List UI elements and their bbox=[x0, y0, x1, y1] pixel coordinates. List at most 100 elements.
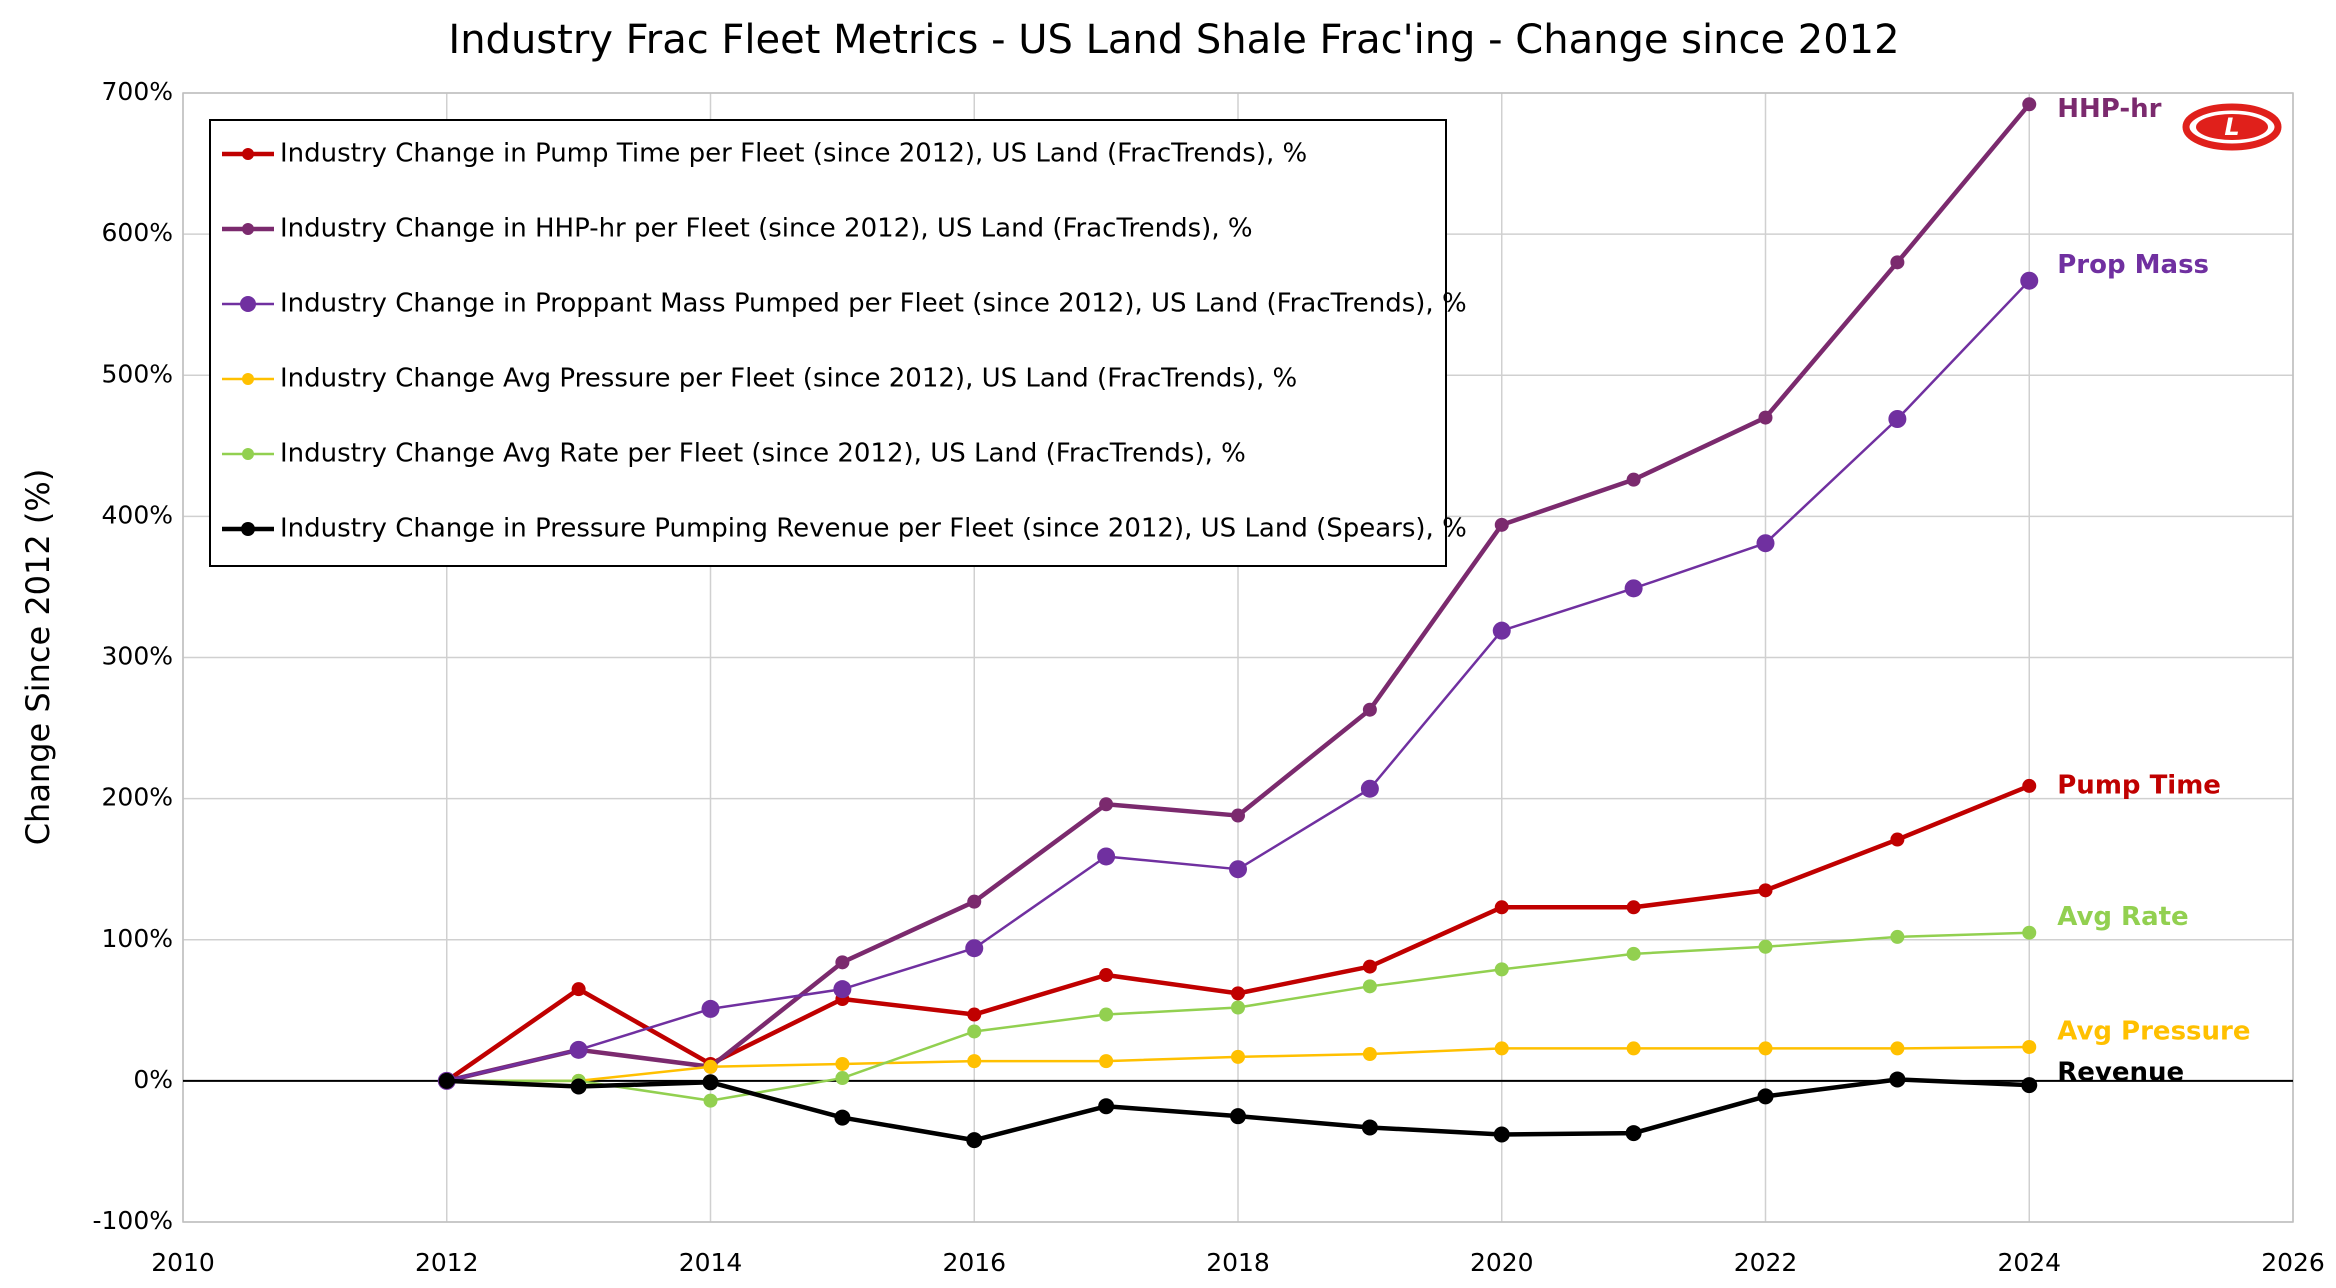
data-point bbox=[1758, 939, 1773, 954]
data-point bbox=[1626, 900, 1641, 915]
chart-title: Industry Frac Fleet Metrics - US Land Sh… bbox=[448, 17, 1899, 63]
data-point bbox=[1758, 410, 1773, 425]
x-tick-label: 2016 bbox=[942, 1248, 1006, 1277]
legend-marker bbox=[240, 296, 256, 312]
legend-text: Industry Change Avg Pressure per Fleet (… bbox=[280, 364, 1297, 394]
data-point bbox=[967, 1007, 982, 1022]
data-point bbox=[1360, 779, 1379, 798]
data-point bbox=[1757, 1088, 1774, 1105]
data-point bbox=[1890, 1041, 1905, 1056]
logo: L bbox=[2182, 103, 2282, 151]
legend-text: Industry Change Avg Rate per Fleet (sinc… bbox=[280, 439, 1246, 469]
legend-marker bbox=[242, 148, 254, 160]
data-point bbox=[1099, 797, 1114, 812]
data-point bbox=[835, 1056, 850, 1071]
data-point bbox=[1494, 962, 1509, 977]
data-point bbox=[965, 939, 984, 958]
x-tick-label: 2020 bbox=[1470, 1248, 1534, 1277]
legend: Industry Change in Pump Time per Fleet (… bbox=[209, 119, 1467, 567]
data-point bbox=[703, 1059, 718, 1074]
end-label: Pump Time bbox=[2057, 770, 2221, 800]
data-point bbox=[701, 999, 720, 1018]
data-point bbox=[1493, 1126, 1510, 1143]
data-point bbox=[1099, 1054, 1114, 1069]
data-point bbox=[1099, 1007, 1114, 1022]
y-tick-label: 200% bbox=[102, 783, 173, 812]
data-point bbox=[1890, 929, 1905, 944]
data-point bbox=[966, 1132, 983, 1149]
data-point bbox=[1626, 946, 1641, 961]
data-point bbox=[1492, 621, 1511, 640]
data-point bbox=[1888, 409, 1907, 428]
y-tick-label: 100% bbox=[102, 924, 173, 953]
end-label: Revenue bbox=[2057, 1058, 2184, 1088]
legend-marker bbox=[242, 448, 254, 460]
end-label: Prop Mass bbox=[2057, 250, 2209, 280]
data-point bbox=[1758, 1041, 1773, 1056]
data-point bbox=[1098, 1098, 1115, 1115]
data-point bbox=[1361, 1119, 1378, 1136]
data-point bbox=[1624, 579, 1643, 598]
data-point bbox=[1231, 808, 1245, 823]
logo-text: L bbox=[2224, 113, 2239, 141]
legend-text: Industry Change in Pressure Pumping Reve… bbox=[280, 514, 1467, 544]
legend-marker bbox=[241, 522, 255, 536]
end-label: Avg Rate bbox=[2057, 902, 2188, 932]
y-tick-label: 300% bbox=[102, 642, 173, 671]
data-point bbox=[1099, 968, 1114, 983]
y-tick-label: -100% bbox=[93, 1206, 174, 1235]
legend-marker bbox=[242, 223, 254, 235]
data-point bbox=[570, 1078, 587, 1095]
data-point bbox=[1758, 883, 1773, 898]
x-tick-label: 2018 bbox=[1206, 1248, 1270, 1277]
data-point bbox=[571, 982, 586, 997]
end-label: HHP-hr bbox=[2057, 94, 2161, 124]
data-point bbox=[833, 980, 852, 999]
legend-box bbox=[209, 119, 1447, 567]
data-point bbox=[1626, 1041, 1641, 1056]
data-point bbox=[1494, 517, 1509, 532]
data-point bbox=[1889, 1071, 1906, 1088]
data-point bbox=[2022, 1040, 2037, 1055]
plot-frame bbox=[182, 92, 2294, 1223]
data-point bbox=[1362, 979, 1377, 994]
data-point bbox=[1097, 847, 1116, 866]
logo-fill bbox=[2196, 114, 2268, 140]
x-tick-label: 2012 bbox=[415, 1248, 479, 1277]
data-point bbox=[1362, 702, 1377, 717]
data-point bbox=[1362, 1047, 1377, 1062]
data-point bbox=[834, 1109, 851, 1126]
data-point bbox=[1625, 1125, 1642, 1142]
legend-marker bbox=[242, 373, 254, 385]
data-point bbox=[569, 1040, 588, 1059]
data-point bbox=[967, 1024, 982, 1039]
x-tick-label: 2010 bbox=[151, 1248, 215, 1277]
y-axis-title: Change Since 2012 (%) bbox=[19, 469, 57, 846]
legend-text: Industry Change in HHP-hr per Fleet (sin… bbox=[280, 214, 1253, 244]
x-tick-label: 2022 bbox=[1734, 1248, 1798, 1277]
data-point bbox=[703, 1093, 718, 1108]
data-point bbox=[2021, 1077, 2038, 1094]
data-point bbox=[835, 1071, 850, 1086]
data-point bbox=[1890, 832, 1905, 847]
data-point bbox=[967, 1054, 982, 1069]
data-point bbox=[2022, 925, 2037, 940]
data-point bbox=[2022, 778, 2037, 793]
legend-text: Industry Change in Proppant Mass Pumped … bbox=[280, 289, 1467, 319]
data-point bbox=[1890, 255, 1905, 270]
legend-text: Industry Change in Pump Time per Fleet (… bbox=[280, 139, 1307, 169]
data-point bbox=[1362, 959, 1377, 974]
y-tick-label: 400% bbox=[102, 500, 173, 529]
data-point bbox=[702, 1074, 719, 1091]
data-point bbox=[2022, 97, 2037, 112]
y-tick-label: 500% bbox=[102, 359, 173, 388]
y-tick-label: 700% bbox=[102, 77, 173, 106]
data-point bbox=[1756, 534, 1775, 553]
data-point bbox=[1494, 1041, 1509, 1056]
data-point bbox=[1494, 900, 1509, 915]
data-point bbox=[2020, 271, 2039, 290]
y-tick-label: 0% bbox=[133, 1065, 173, 1094]
x-tick-label: 2014 bbox=[679, 1248, 743, 1277]
